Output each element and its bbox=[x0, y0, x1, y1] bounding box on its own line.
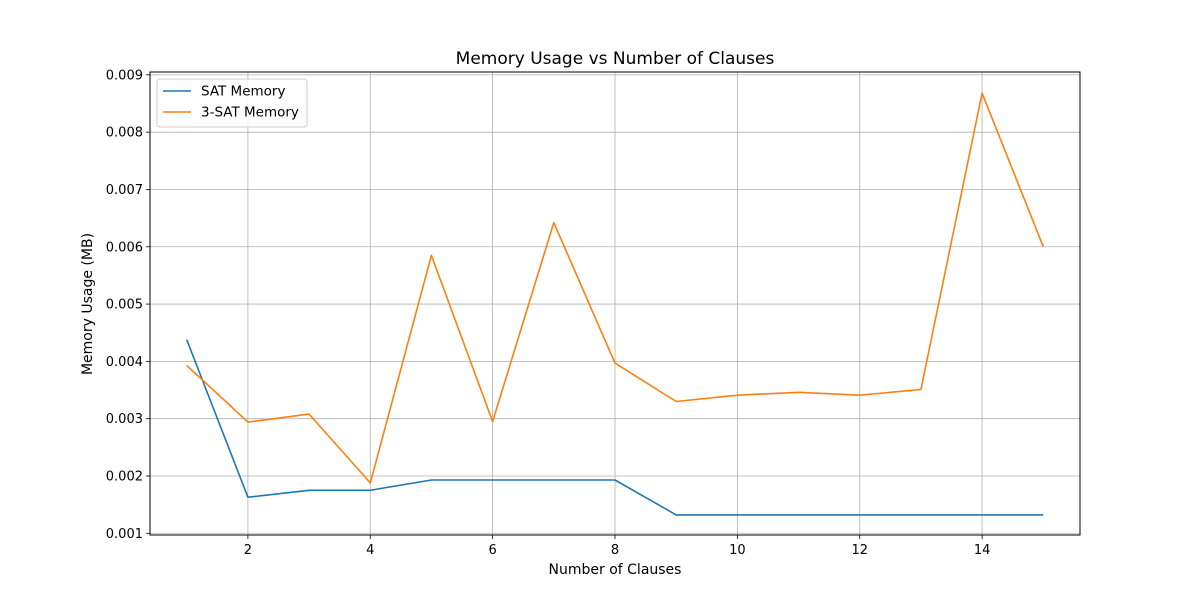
y-tick-label: 0.004 bbox=[106, 355, 143, 370]
x-axis-ticks: 2 4 6 8 10 12 14 bbox=[244, 535, 991, 558]
x-tick-label: 6 bbox=[488, 543, 496, 558]
y-tick-label: 0.001 bbox=[106, 527, 143, 542]
legend-label: SAT Memory bbox=[201, 84, 285, 100]
x-tick-label: 14 bbox=[974, 543, 991, 558]
y-tick-label: 0.007 bbox=[106, 183, 143, 198]
y-axis-label: Memory Usage (MB) bbox=[80, 233, 96, 375]
legend-label: 3-SAT Memory bbox=[201, 105, 299, 121]
chart-title: Memory Usage vs Number of Clauses bbox=[456, 49, 775, 69]
x-tick-label: 10 bbox=[729, 543, 746, 558]
y-tick-label: 0.003 bbox=[106, 412, 143, 427]
x-tick-label: 12 bbox=[851, 543, 868, 558]
y-tick-label: 0.005 bbox=[106, 298, 143, 313]
y-tick-label: 0.006 bbox=[106, 240, 143, 255]
legend: SAT Memory 3-SAT Memory bbox=[157, 79, 307, 127]
y-tick-label: 0.002 bbox=[106, 469, 143, 484]
y-axis-ticks: 0.001 0.002 0.003 0.004 0.005 0.006 0.007 0.008… bbox=[106, 68, 150, 541]
x-tick-label: 4 bbox=[366, 543, 374, 558]
y-tick-label: 0.009 bbox=[106, 68, 143, 83]
grid bbox=[150, 72, 1080, 535]
x-axis-label: Number of Clauses bbox=[549, 562, 682, 578]
y-tick-label: 0.008 bbox=[106, 126, 143, 141]
x-tick-label: 2 bbox=[244, 543, 252, 558]
x-tick-label: 8 bbox=[611, 543, 619, 558]
